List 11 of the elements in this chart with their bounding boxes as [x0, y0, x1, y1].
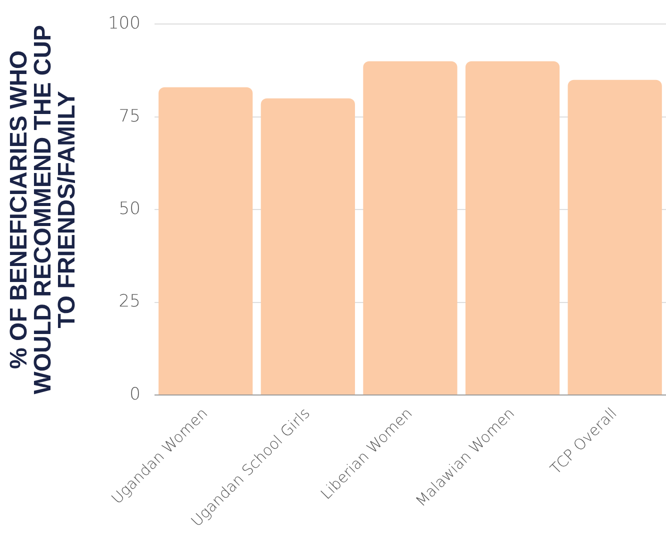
bar — [568, 80, 662, 395]
y-tick-label: 75 — [118, 106, 140, 126]
bar — [260, 98, 355, 395]
y-tick-label: 50 — [118, 199, 140, 220]
bar — [158, 87, 253, 395]
y-tick-label: 0 — [130, 384, 140, 404]
bar — [465, 61, 560, 395]
y-tick-label: 25 — [118, 292, 140, 312]
y-axis-title: % OF BENEFICIARIES WHO WOULD RECOMMEND THE CUP TO FRIENDS/FAMILY — [6, 24, 81, 394]
bar — [363, 61, 458, 395]
y-tick-label: 100 — [108, 14, 140, 34]
